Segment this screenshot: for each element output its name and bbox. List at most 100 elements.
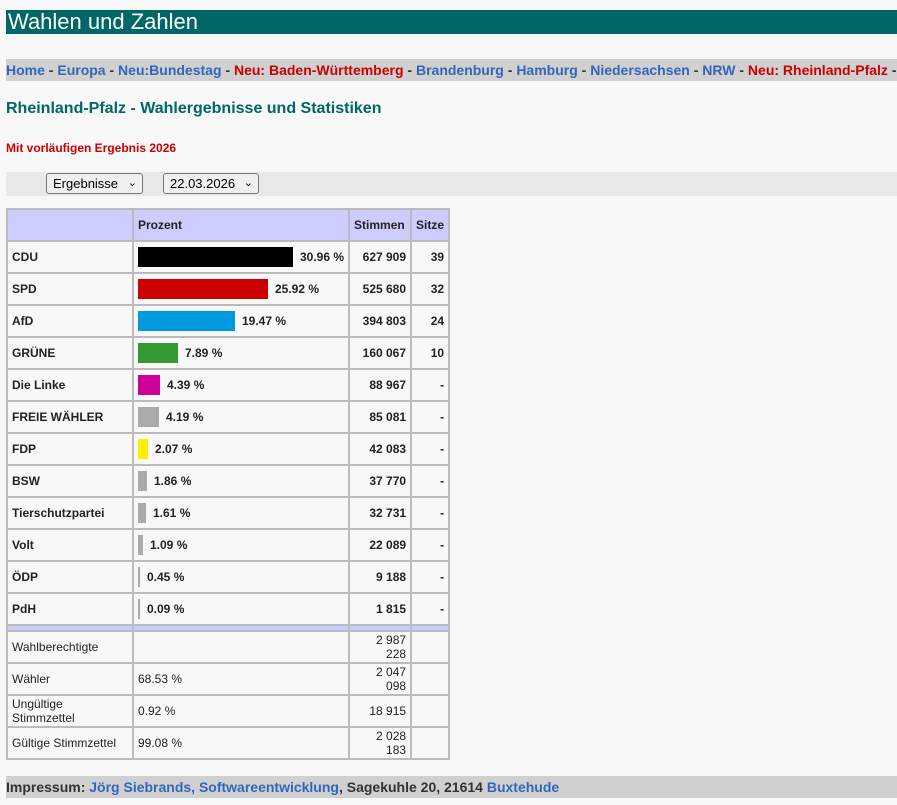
percent-bar [138,247,293,267]
header-percent: Prozent [131,208,351,242]
stat-label: Gültige Stimmzettel [6,726,134,760]
percent-label: 25.92 % [275,282,320,296]
percent-bar [138,439,148,459]
footer-address: , Sagekuhle 20, 21614 [338,779,483,795]
header-party [6,208,134,242]
table-row: Gültige Stimmzettel 99.08 % 2 028 183 [6,726,451,760]
seats-value: - [410,496,451,530]
nav-link-nrw[interactable]: NRW [702,62,736,78]
percent-bar [138,503,146,523]
table-row: Wähler 68.53 % 2 047 098 [6,662,451,696]
nav-separator: - [581,62,587,78]
percent-bar [138,343,178,363]
table-row: BSW 1.86 % 37 770- [6,464,451,498]
nav-link-hamburg[interactable]: Hamburg [516,62,578,78]
stat-value: 18 915 [348,694,413,728]
nav-link-brandenburg[interactable]: Brandenburg [415,62,504,78]
nav-link-neu-bundestag[interactable]: Neu:Bundestag [118,62,222,78]
page-title: Rheinland-Pfalz - Wahlergebnisse und Sta… [6,100,382,117]
table-row: CDU 30.96 % 627 909 39 [6,240,451,274]
header-votes: Stimmen [348,208,413,242]
percent-bar [138,311,235,331]
footer-company-link[interactable]: Jörg Siebrands, Softwareentwicklung [89,779,339,795]
nav-separator: - [693,62,699,78]
percent-label: 1.61 % [153,506,191,520]
party-name: AfD [6,304,134,338]
votes-value: 85 081 [348,400,413,434]
nav-link-neu-baden-württemberg[interactable]: Neu: Baden-Württemberg [233,62,404,78]
stat-value: 2 987 228 [348,630,413,664]
percent-cell: 1.09 % [131,528,351,562]
chevron-down-icon: ⌄ [127,177,137,189]
party-name: PdH [6,592,134,626]
seats-value: - [410,560,451,594]
footer-label: Impressum: [6,779,86,795]
date-select-value: 22.03.2026 [170,176,236,191]
percent-bar [138,279,268,299]
filter-bar: Ergebnisse ⌄ 22.03.2026 ⌄ [6,172,897,196]
site-title: Wahlen und Zahlen [6,10,897,34]
nav-separator: - [507,62,513,78]
table-row: FDP 2.07 % 42 083- [6,432,451,466]
table-row: SPD 25.92 % 525 680 32 [6,272,451,306]
stat-empty [410,662,451,696]
percent-label: 19.47 % [242,314,287,328]
seats-value: 32 [410,272,451,306]
votes-value: 88 967 [348,368,413,402]
percent-label: 1.86 % [154,474,192,488]
party-name: Tierschutzpartei [6,496,134,530]
stat-percent [131,630,351,664]
nav-link-neu-rheinland-pfalz[interactable]: Neu: Rheinland-Pfalz [747,62,888,78]
stat-empty [410,630,451,664]
seats-value: - [410,592,451,626]
stat-value: 2 028 183 [348,726,413,760]
date-select[interactable]: 22.03.2026 ⌄ [163,173,259,194]
party-name: ÖDP [6,560,134,594]
stat-value: 2 047 098 [348,662,413,696]
percent-cell: 4.19 % [131,400,351,434]
seats-value: - [410,464,451,498]
percent-cell: 7.89 % [131,336,351,370]
party-name: BSW [6,464,134,498]
view-select-value: Ergebnisse [53,176,119,191]
nav-link-home[interactable]: Home [6,62,45,78]
percent-label: 0.09 % [147,602,185,616]
table-separator [6,624,451,632]
table-row: Wahlberechtigte 2 987 228 [6,630,451,664]
votes-value: 22 089 [348,528,413,562]
table-row: AfD 19.47 % 394 803 24 [6,304,451,338]
stat-empty [410,726,451,760]
votes-value: 9 188 [348,560,413,594]
stat-label: Wähler [6,662,134,696]
percent-cell: 0.09 % [131,592,351,626]
table-row: Ungültige Stimmzettel 0.92 % 18 915 [6,694,451,728]
table-row: PdH 0.09 % 1 815- [6,592,451,626]
footer-city-link[interactable]: Buxtehude [486,779,560,795]
votes-value: 525 680 [348,272,413,306]
nav-link-europa[interactable]: Europa [57,62,106,78]
party-name: FDP [6,432,134,466]
percent-cell: 19.47 % [131,304,351,338]
view-select[interactable]: Ergebnisse ⌄ [46,173,143,194]
stat-label: Ungültige Stimmzettel [6,694,134,728]
stat-label: Wahlberechtigte [6,630,134,664]
percent-label: 7.89 % [185,346,223,360]
nav-link-niedersachsen[interactable]: Niedersachsen [590,62,690,78]
party-name: Die Linke [6,368,134,402]
percent-label: 4.39 % [167,378,205,392]
table-row: Volt 1.09 % 22 089- [6,528,451,562]
party-name: CDU [6,240,134,274]
votes-value: 32 731 [348,496,413,530]
seats-value: - [410,400,451,434]
percent-cell: 25.92 % [131,272,351,306]
stat-percent: 68.53 % [131,662,351,696]
table-row: FREIE WÄHLER 4.19 % 85 081- [6,400,451,434]
results-subtitle: Mit vorläufigen Ergebnis 2026 [6,141,177,155]
nav-separator: - [109,62,115,78]
percent-bar [138,599,140,619]
percent-cell: 1.86 % [131,464,351,498]
percent-bar [138,535,143,555]
votes-value: 37 770 [348,464,413,498]
stat-percent: 99.08 % [131,726,351,760]
seats-value: 39 [410,240,451,274]
